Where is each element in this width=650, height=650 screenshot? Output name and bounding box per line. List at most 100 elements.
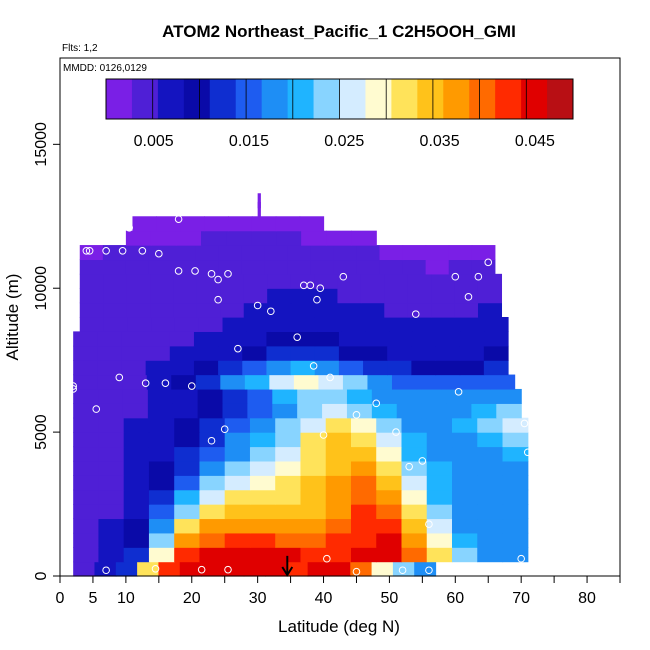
heatmap-cell (401, 489, 428, 505)
heatmap-cell (249, 417, 276, 433)
x-tick-label: 0 (56, 590, 65, 607)
heatmap-cell (379, 245, 404, 261)
heatmap-cell (98, 432, 125, 448)
heatmap-cell (338, 331, 364, 347)
heatmap-cell (267, 288, 292, 304)
heatmap-cell (123, 417, 150, 433)
heatmap-cell (314, 345, 340, 361)
y-tick-label: 5000 (33, 414, 50, 450)
flight-point (267, 307, 275, 316)
heatmap-cell (314, 360, 340, 376)
flight-point (484, 258, 493, 267)
heatmap-cell (452, 417, 478, 433)
heatmap-cell (148, 532, 175, 548)
flight-point (352, 411, 361, 419)
heatmap-cell (97, 345, 123, 361)
heatmap-cell (391, 374, 418, 390)
heatmap-cell (172, 245, 196, 261)
heatmap-cell (174, 489, 201, 505)
heatmap-cell (147, 403, 174, 419)
heatmap-cell (426, 417, 453, 433)
heatmap-cell (218, 345, 243, 361)
heatmap-cell (425, 245, 450, 261)
heatmap-cell (318, 374, 344, 390)
heatmap-cell (123, 504, 150, 520)
heatmap-cell (158, 561, 181, 577)
colorbar-swatch (417, 79, 444, 119)
heatmap-cell (346, 388, 373, 404)
flight-point (405, 462, 413, 471)
heatmap-cell (275, 518, 302, 534)
heatmap-cell (224, 475, 251, 491)
heatmap-cell (350, 475, 377, 491)
heatmap-cell (384, 288, 409, 304)
heatmap-cell (73, 331, 98, 347)
heatmap-cell (272, 388, 298, 404)
heatmap-cell (249, 446, 276, 462)
heatmap-cell (286, 561, 309, 577)
flight-point (339, 272, 348, 281)
heatmap-cell (126, 302, 151, 318)
heatmap-cell (249, 518, 276, 534)
heatmap-cell (224, 547, 251, 563)
heatmap-cell (127, 317, 152, 332)
heatmap-cell (197, 403, 224, 419)
heatmap-cell (242, 360, 268, 376)
heatmap-cell (199, 446, 226, 462)
heatmap-cell (193, 360, 219, 376)
heatmap-cell (396, 388, 423, 404)
heatmap-cell (73, 345, 98, 361)
heatmap-cell (123, 518, 150, 534)
heatmap-cell (452, 547, 478, 563)
heatmap-cell (290, 331, 316, 347)
heatmap-cell (73, 504, 100, 520)
heatmap-cell (201, 561, 223, 577)
heatmap-cell (137, 561, 160, 577)
heatmap-cell (174, 417, 201, 433)
heatmap-cell (431, 288, 456, 304)
flight-point (474, 272, 483, 281)
colorbar-swatch (391, 79, 418, 119)
heatmap-cell (350, 504, 377, 520)
flight-point (520, 419, 529, 428)
heatmap-cell (290, 273, 315, 289)
heatmap-cell (325, 446, 352, 462)
colorbar-swatch (313, 79, 340, 119)
heatmap-cell (224, 417, 251, 433)
heatmap-cell (243, 273, 268, 289)
colorbar-swatch (209, 79, 237, 119)
heatmap-cell (79, 259, 104, 275)
chart-title: ATOM2 Northeast_Pacific_1 C2H5OOH_GMI (162, 22, 516, 41)
heatmap-cell (249, 432, 276, 448)
heatmap-cell (431, 273, 456, 289)
heatmap-cell (226, 230, 252, 246)
heatmap-cell (416, 374, 442, 390)
heatmap-cell (310, 259, 335, 275)
heatmap-cell (421, 388, 448, 404)
heatmap-cell (414, 561, 437, 577)
heatmap-cell (196, 302, 221, 318)
heatmap-cell (220, 273, 245, 289)
heatmap-cell (115, 561, 138, 577)
heatmap-cell (452, 460, 478, 476)
heatmap-cell (314, 302, 339, 318)
flight-point (398, 566, 407, 575)
heatmap-cell (98, 547, 125, 563)
heatmap-cell (477, 475, 504, 491)
heatmap-cell (146, 374, 172, 390)
heatmap-cell (73, 446, 100, 462)
heatmap-cell (196, 288, 221, 304)
heatmap-cell (193, 345, 219, 361)
heatmap-cell (249, 475, 276, 491)
heatmap-cell (79, 245, 104, 261)
heatmap-cell (98, 504, 125, 520)
heatmap-cell (502, 460, 529, 476)
flight-point (214, 295, 222, 304)
heatmap-cell (401, 518, 428, 534)
x-tick-label: 40 (315, 590, 333, 607)
heatmap-cell (502, 504, 529, 520)
y-tick-label: 0 (33, 571, 50, 580)
heatmap-cell (174, 317, 200, 332)
heatmap-cell (446, 388, 472, 404)
heatmap-cell (224, 532, 251, 548)
